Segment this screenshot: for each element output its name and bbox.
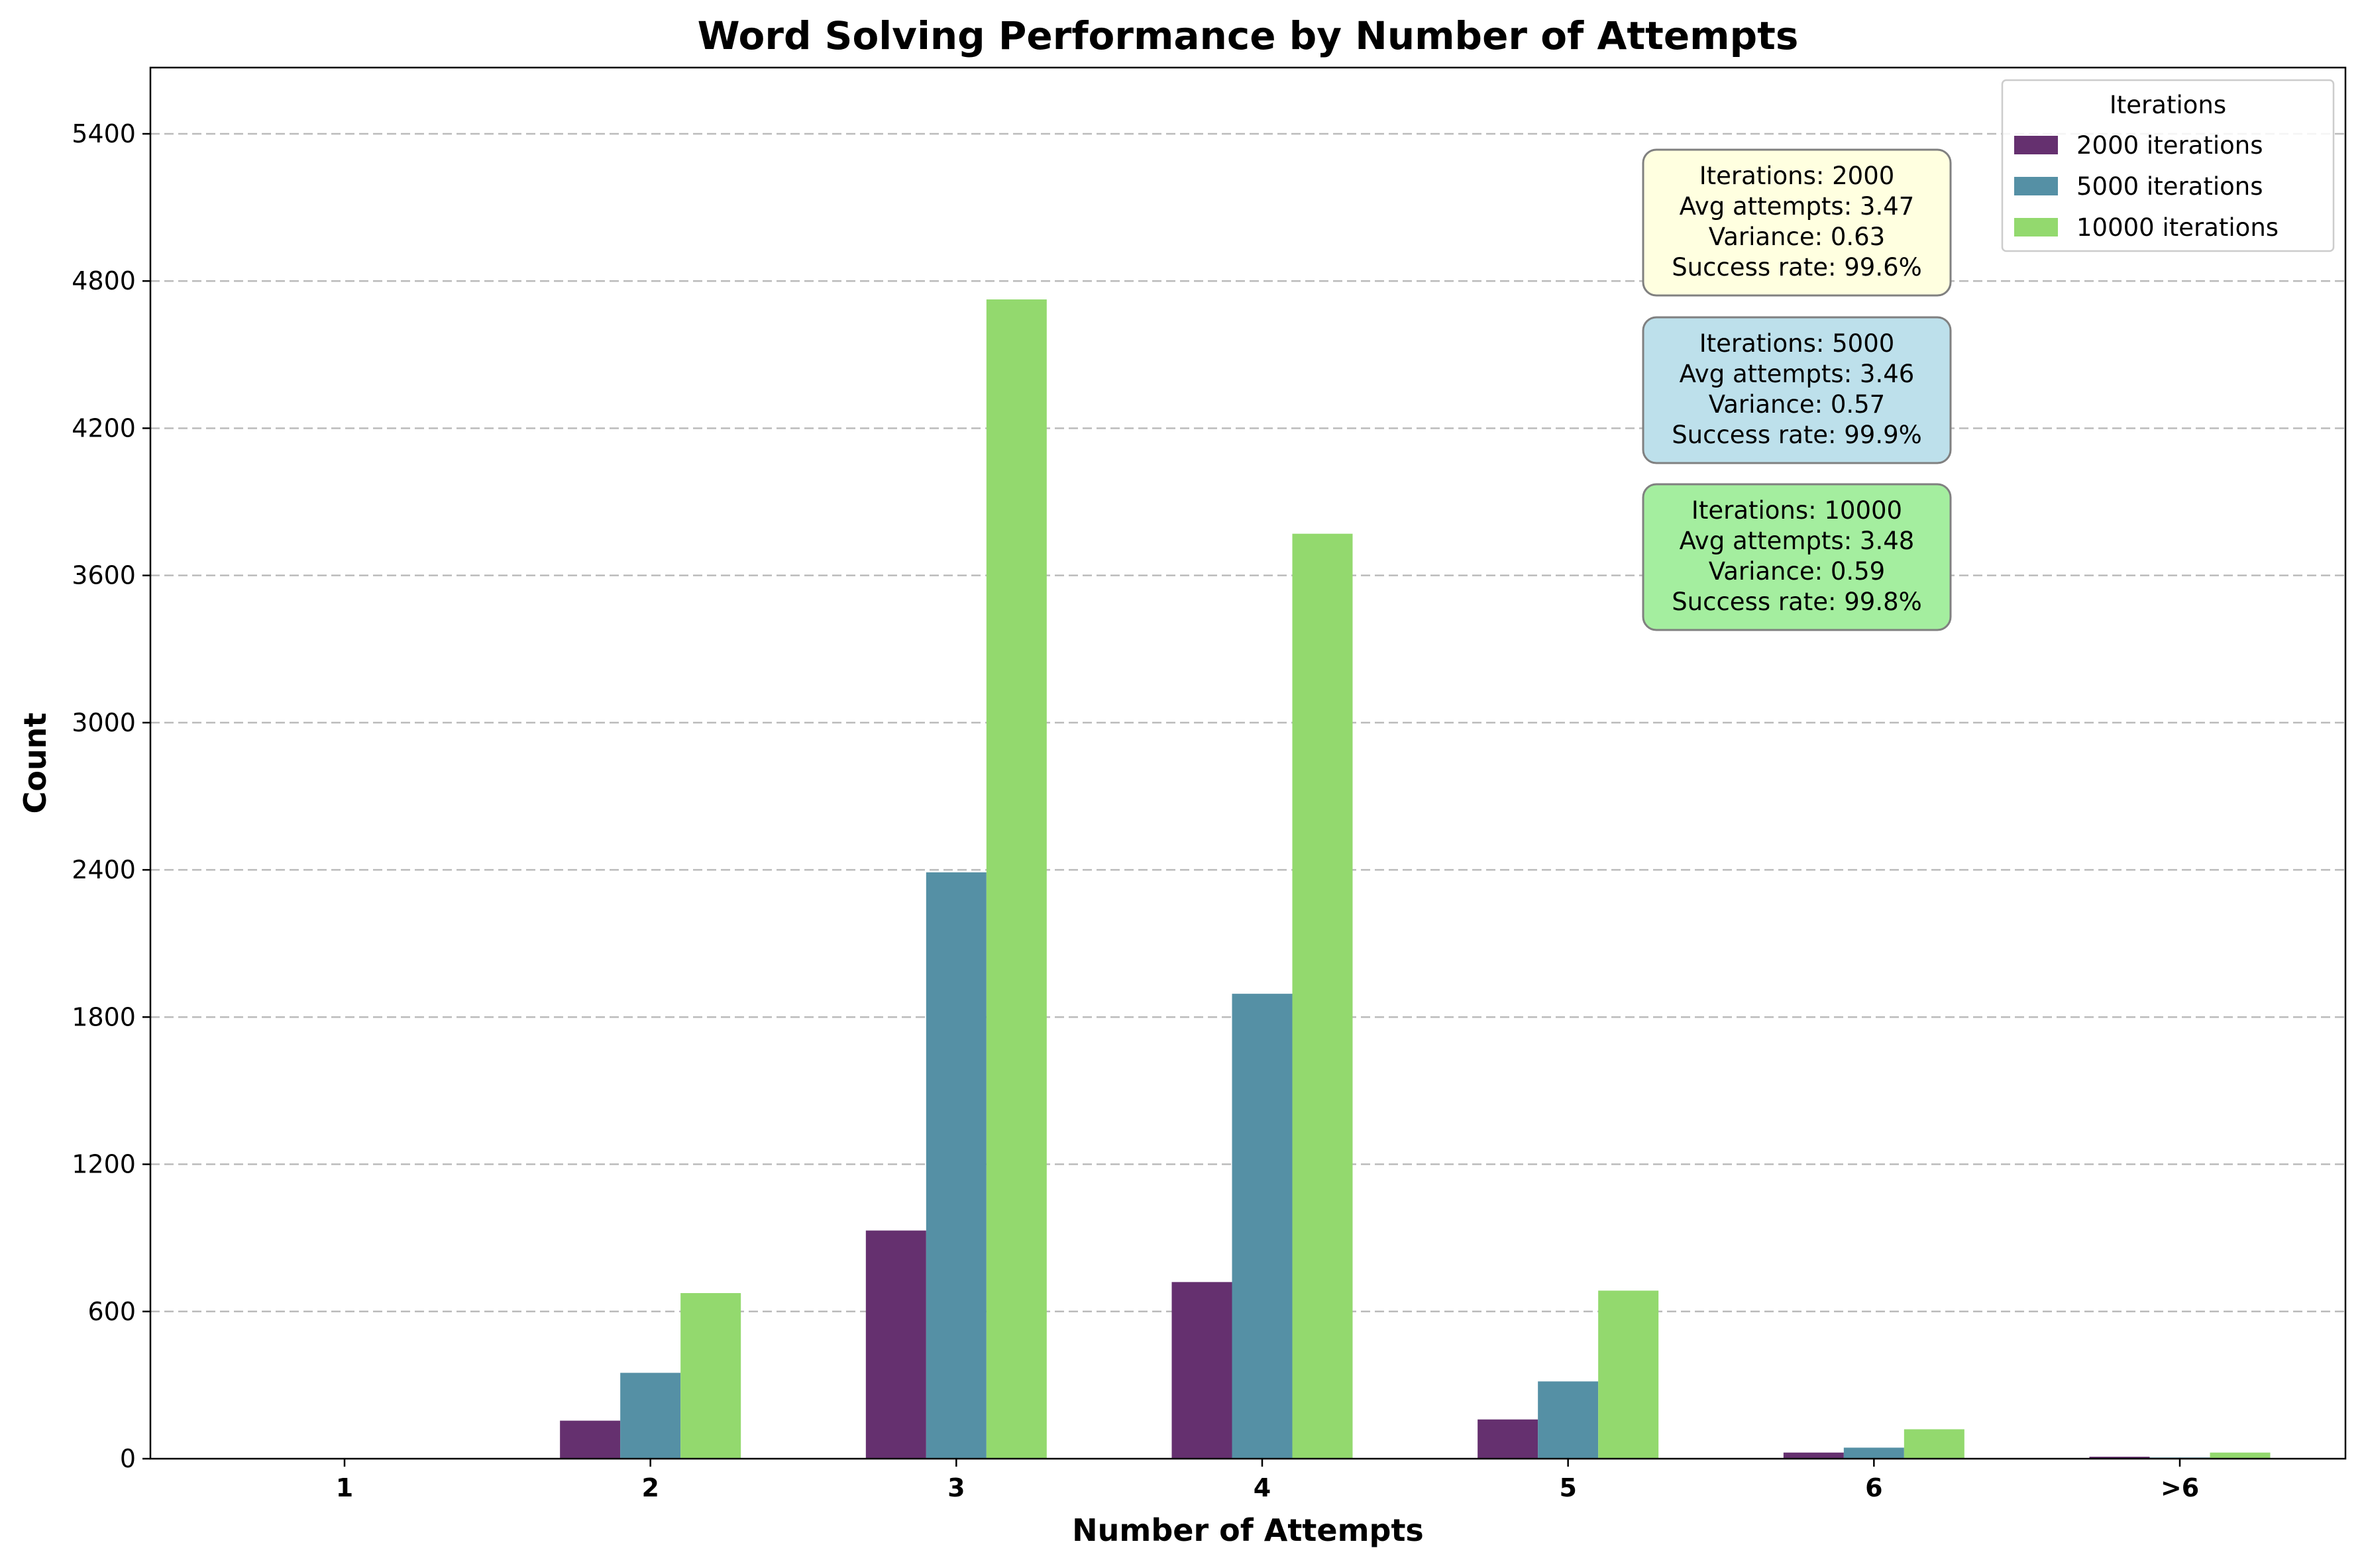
legend-swatch-10000-iterations [2014, 218, 2058, 236]
legend-swatch-2000-iterations [2014, 136, 2058, 154]
stat-line: Iterations: 2000 [1699, 162, 1895, 190]
y-axis-label: Count [17, 713, 53, 814]
legend: Iterations 2000 iterations 5000 iteration… [2001, 79, 2335, 252]
bar-2000-iterations-6 [1783, 1452, 1844, 1459]
bar-5000-iterations-5 [1538, 1381, 1599, 1459]
bar-2000-iterations-4 [1171, 1282, 1232, 1459]
bar-10000-iterations-3 [986, 299, 1047, 1459]
x-tick-label-1: 1 [336, 1473, 353, 1502]
bar-10000-iterations-5 [1598, 1290, 1659, 1459]
stat-box-frame [1642, 316, 1952, 464]
legend-swatch-5000-iterations [2014, 177, 2058, 195]
bar-5000-iterations-4 [1232, 994, 1293, 1459]
bar-5000-iterations-2 [620, 1373, 681, 1459]
bar-2000-iterations-5 [1478, 1419, 1538, 1459]
bar-5000-iterations-6 [1843, 1447, 1904, 1459]
y-tick-label-3600: 3600 [72, 561, 136, 590]
y-tick-label-1800: 1800 [72, 1002, 136, 1031]
x-tick-label-5: 5 [1559, 1473, 1576, 1502]
y-tick-label-5400: 5400 [72, 119, 136, 148]
stat-box-frame [1642, 483, 1952, 631]
stat-line: Variance: 0.63 [1709, 223, 1885, 251]
legend-frame [2001, 79, 2335, 252]
stat-line: Variance: 0.57 [1709, 390, 1885, 419]
plot-frame [149, 66, 2347, 1460]
bar-10000-iterations-2 [680, 1293, 741, 1459]
stat-line: Iterations: 10000 [1692, 496, 1902, 525]
bars [560, 299, 2271, 1459]
chart-title: Word Solving Performance by Number of At… [698, 13, 1799, 58]
stat-box-frame [1642, 148, 1952, 297]
x-ticks: 1 2 3 4 5 6 >6 [336, 1459, 2199, 1502]
y-tick-label-3000: 3000 [72, 708, 136, 737]
x-tick-label-3: 3 [947, 1473, 965, 1502]
x-tick-label-4: 4 [1254, 1473, 1271, 1502]
y-ticks: 0 600 1200 1800 2400 3000 3600 4200 4800 5400 [72, 119, 150, 1473]
bar-10000-iterations-6 [1904, 1429, 1964, 1459]
bar-5000-iterations-3 [926, 872, 987, 1459]
stat-line: Iterations: 5000 [1699, 329, 1895, 358]
stat-line: Success rate: 99.6% [1672, 253, 1922, 282]
stat-line: Avg attempts: 3.47 [1680, 192, 1915, 221]
legend-label-2000-iterations: 2000 iterations [2076, 131, 2263, 160]
x-tick-label-2: 2 [641, 1473, 659, 1502]
bar-2000-iterations-2 [560, 1420, 621, 1459]
bar-2000-iterations-3 [865, 1230, 926, 1459]
y-tick-label-4800: 4800 [72, 266, 136, 295]
x-axis-label: Number of Attempts [1072, 1512, 1424, 1548]
x-tick-label-6: >6 [2161, 1473, 2199, 1502]
bar-10000-iterations-6 [2210, 1452, 2271, 1459]
stat-line: Avg attempts: 3.46 [1680, 360, 1915, 388]
y-tick-label-600: 600 [87, 1297, 136, 1326]
stat-line: Success rate: 99.8% [1672, 588, 1922, 616]
gridlines [150, 132, 2345, 1313]
legend-label-10000-iterations: 10000 iterations [2076, 213, 2279, 242]
bar-2000-iterations-6 [2089, 1457, 2150, 1459]
x-tick-label-6: 6 [1865, 1473, 1882, 1502]
y-tick-label-0: 0 [120, 1444, 136, 1473]
legend-title: Iterations [2110, 91, 2226, 119]
stat-line: Avg attempts: 3.48 [1680, 527, 1915, 555]
y-tick-label-1200: 1200 [72, 1150, 136, 1179]
legend-label-5000-iterations: 5000 iterations [2076, 172, 2263, 201]
stat-line: Success rate: 99.9% [1672, 421, 1922, 449]
stat-line: Variance: 0.59 [1709, 557, 1885, 586]
y-tick-label-2400: 2400 [72, 855, 136, 884]
y-tick-label-4200: 4200 [72, 413, 136, 443]
bar-10000-iterations-4 [1292, 533, 1353, 1459]
